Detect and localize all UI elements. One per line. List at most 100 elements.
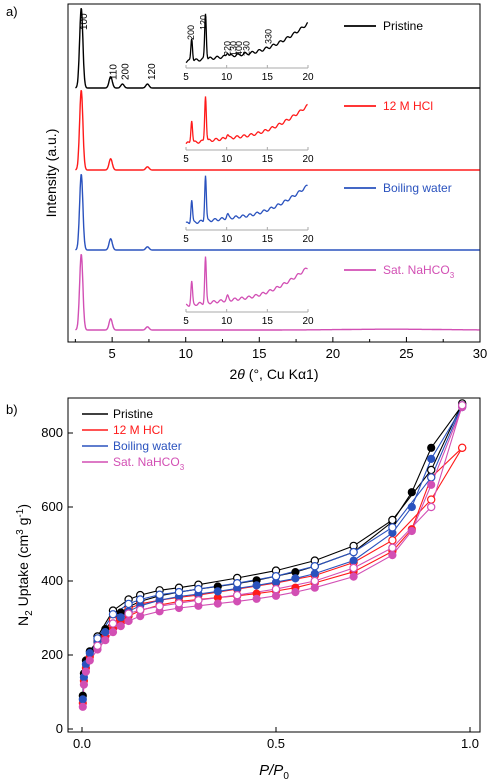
a-x-tick-label: 25 xyxy=(399,346,413,361)
b-desorption-point xyxy=(155,590,164,599)
b-desorption-point xyxy=(174,587,184,597)
a-inset-peak-label: 120 xyxy=(198,15,208,30)
a-legend-label: Sat. NaHCO3 xyxy=(383,263,455,280)
b-desorption-point xyxy=(427,502,436,512)
b-desorption-point xyxy=(232,579,242,588)
b-adsorption-point xyxy=(213,599,222,608)
b-desorption-point xyxy=(194,584,203,594)
panel-b-legend: Pristine 12 M HCl Boiling water Sat. NaHCO3 xyxy=(82,407,185,472)
a-series-line-1 xyxy=(75,90,480,171)
panel-a-label: a) xyxy=(6,4,18,19)
b-adsorption-point xyxy=(427,443,436,452)
panel-b-series xyxy=(78,399,467,711)
b-y-tick-label: 800 xyxy=(41,425,63,440)
b-legend-label: Boiling water xyxy=(113,439,182,453)
b-x-tick-label: 0.5 xyxy=(267,736,285,751)
b-adsorption-point xyxy=(85,649,94,658)
a-inset-tick-label: 15 xyxy=(262,154,274,165)
b-adsorption-point xyxy=(407,488,416,497)
a-inset-peak-label: 330 xyxy=(263,29,273,44)
b-x-tick-label: 1.0 xyxy=(461,736,479,751)
a-x-tick-label: 20 xyxy=(326,346,340,361)
a-peak-label: 110 xyxy=(109,64,120,80)
b-adsorption-point xyxy=(252,594,261,603)
panel-a-x-ticks: 5 10 15 20 25 30 xyxy=(74,337,487,361)
b-desorption-point xyxy=(458,443,467,452)
b-adsorption-point xyxy=(427,454,436,463)
b-adsorption-point xyxy=(291,588,300,597)
a-legend-label: Boiling water xyxy=(383,181,452,195)
a-x-tick-label: 15 xyxy=(252,346,266,361)
a-inset-peak-label: 200 xyxy=(186,25,196,40)
b-desorption-point xyxy=(232,590,242,600)
b-desorption-point xyxy=(135,595,145,604)
a-inset-tick-label: 20 xyxy=(302,154,314,165)
a-inset-peak-label: 220 xyxy=(223,41,233,56)
b-desorption-point xyxy=(427,465,436,475)
a-inset-tick-label: 5 xyxy=(183,234,189,245)
b-legend-label: Sat. NaHCO3 xyxy=(113,455,185,472)
panel-b-x-axis-label: P/P0 xyxy=(259,762,289,780)
b-desorption-point xyxy=(271,584,281,594)
a-legend-label: Pristine xyxy=(383,19,423,33)
panel-b-x-ticks: 0.0 0.5 1.0 xyxy=(73,727,479,751)
a-inset-tick-label: 20 xyxy=(302,234,314,245)
b-desorption-point xyxy=(124,599,133,609)
panel-a-y-axis-label: Intensity (a.u.) xyxy=(43,129,59,218)
b-desorption-point xyxy=(388,543,397,552)
b-desorption-point xyxy=(93,634,102,643)
panel-a-x-axis-label: 2θ (°, Cu Kα1) xyxy=(229,366,318,382)
b-adsorption-point xyxy=(349,556,358,565)
a-inset-line-3 xyxy=(185,256,308,307)
a-peak-label: 120 xyxy=(147,63,158,80)
a-inset-tick-label: 5 xyxy=(183,72,189,83)
b-adsorption-point xyxy=(213,587,222,596)
b-legend-label: Pristine xyxy=(113,407,153,421)
b-desorption-point xyxy=(310,562,319,571)
b-desorption-point xyxy=(310,576,319,586)
b-adsorption-point xyxy=(85,656,94,665)
a-series-line-2 xyxy=(75,174,480,251)
a-inset-line-1 xyxy=(185,96,308,145)
b-desorption-point xyxy=(93,641,102,651)
a-inset-tick-label: 10 xyxy=(221,72,233,83)
b-adsorption-point xyxy=(310,569,319,578)
b-adsorption-point xyxy=(407,526,416,536)
b-desorption-point xyxy=(135,605,145,615)
b-desorption-point xyxy=(349,547,358,557)
b-adsorption-point xyxy=(79,680,89,689)
a-x-tick-label: 5 xyxy=(109,346,116,361)
a-inset-line-2 xyxy=(185,175,308,225)
b-adsorption-point xyxy=(101,628,110,637)
a-series-line-0 xyxy=(75,8,480,89)
b-desorption-point xyxy=(427,473,436,482)
panel-b-y-axis-label: N2 Uptake (cm3 g-1) xyxy=(15,504,35,626)
panel-b-label: b) xyxy=(6,402,18,417)
a-inset-peak-label: 400 xyxy=(234,41,244,56)
a-series-line-3 xyxy=(75,254,480,331)
a-x-tick-label: 30 xyxy=(473,346,487,361)
b-adsorption-point xyxy=(81,667,91,676)
b-desorption-point xyxy=(155,602,164,611)
b-adsorption-point xyxy=(349,572,358,581)
a-inset-tick-label: 10 xyxy=(221,316,233,327)
b-adsorption-point xyxy=(252,581,261,590)
a-peak-label: 100 xyxy=(79,13,90,30)
b-adsorption-point xyxy=(116,613,125,622)
b-y-tick-label: 400 xyxy=(41,573,63,588)
panel-a-legend: Pristine 12 M HCl Boiling water Sat. NaHCO3 xyxy=(344,19,455,280)
b-desorption-point xyxy=(194,596,203,605)
b-desorption-point xyxy=(388,536,397,545)
a-inset-peak-label: 230 xyxy=(241,41,251,56)
b-y-tick-label: 600 xyxy=(41,499,63,514)
b-desorption-point xyxy=(108,610,118,619)
b-adsorption-point xyxy=(116,622,125,631)
b-desorption-point xyxy=(388,523,397,532)
b-legend-label: 12 M HCl xyxy=(113,423,163,437)
a-peak-label: 200 xyxy=(120,63,131,80)
b-adsorption-point xyxy=(78,702,87,711)
a-legend-label: 12 M HCl xyxy=(383,99,433,113)
b-desorption-point xyxy=(108,619,118,628)
b-desorption-point xyxy=(349,563,358,573)
